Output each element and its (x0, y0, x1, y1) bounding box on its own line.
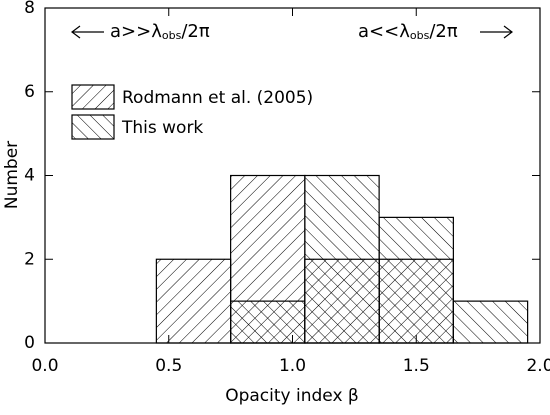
annotation: a>>λobs/2π (110, 21, 210, 42)
histogram-bar (230, 300, 306, 344)
histogram-bar (378, 216, 454, 344)
y-tick-label: 8 (24, 0, 35, 18)
legend-swatch (71, 114, 115, 140)
y-tick-label: 4 (24, 166, 35, 186)
arrow-right-head (503, 25, 513, 39)
x-tick-label: 0.5 (155, 356, 182, 376)
legend-label: Rodmann et al. (2005) (122, 88, 313, 108)
histogram-bar (155, 258, 232, 344)
legend-swatch (71, 84, 115, 110)
x-tick-label: 1.0 (279, 356, 306, 376)
y-axis-label: Number (2, 141, 22, 209)
y-tick-label: 6 (24, 82, 35, 102)
legend-label: This work (121, 118, 203, 138)
y-tick-label: 2 (24, 249, 35, 269)
histogram-bar (304, 174, 380, 344)
x-tick-label: 1.5 (403, 356, 430, 376)
x-tick-label: 2.0 (526, 356, 550, 376)
y-tick-label: 0 (24, 333, 35, 353)
histogram-bar (452, 300, 529, 344)
x-tick-label: 0.0 (31, 356, 58, 376)
annotation: a<<λobs/2π (358, 21, 458, 42)
arrow-left-head (71, 25, 81, 39)
x-axis-label: Opacity index β (225, 386, 359, 406)
